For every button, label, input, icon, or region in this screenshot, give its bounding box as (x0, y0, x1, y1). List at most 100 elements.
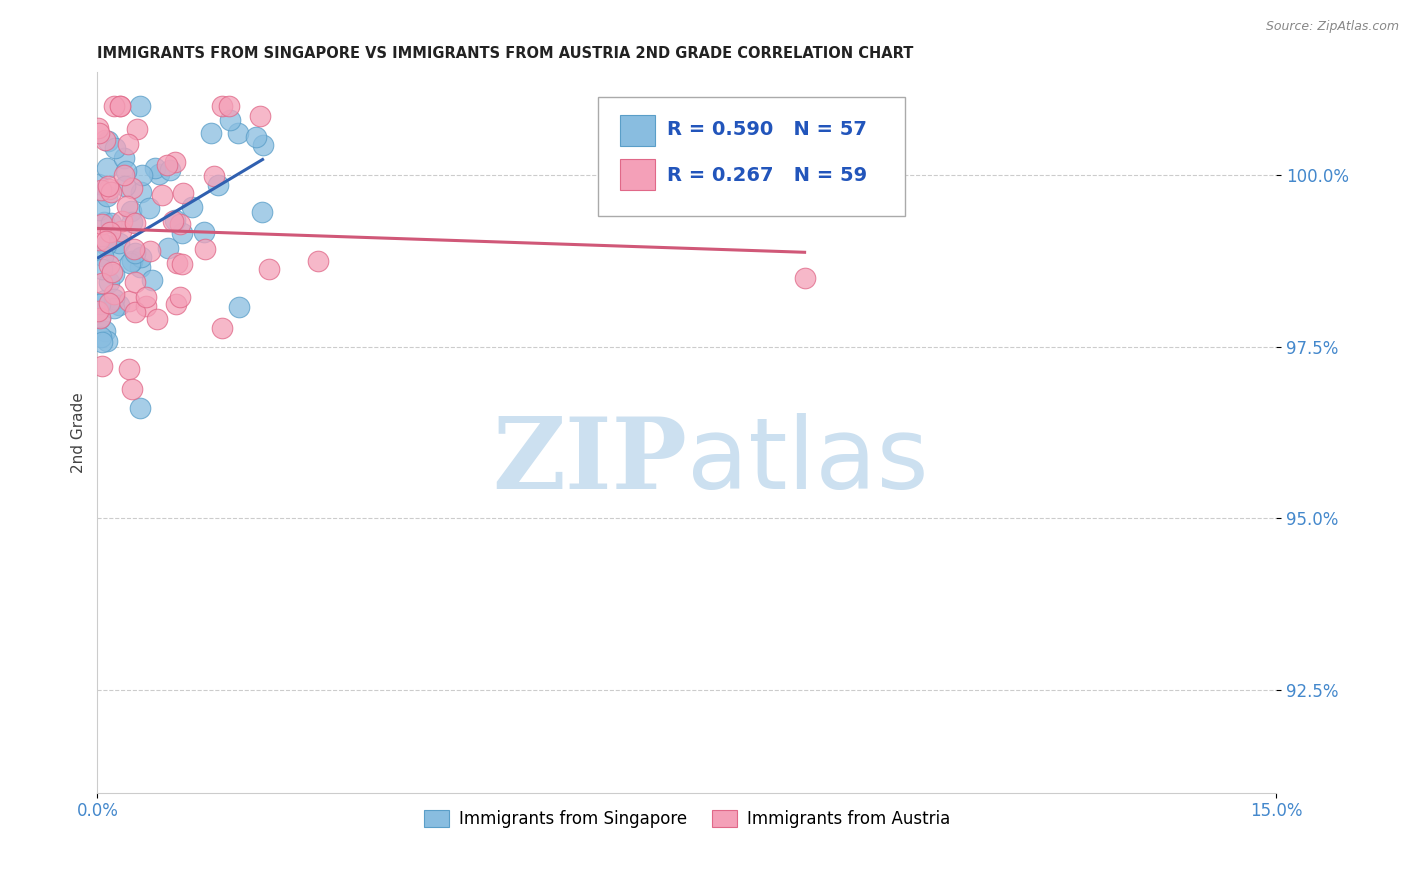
Point (228, 300, 250, 314)
Bar (620, 160, 655, 190)
Text: R = 0.590   N = 57: R = 0.590 N = 57 (666, 120, 866, 139)
FancyBboxPatch shape (599, 97, 905, 216)
Point (156, 241, 179, 255)
Point (112, 151, 135, 165)
Point (103, 287, 125, 301)
Point (112, 168, 135, 182)
Point (125, 121, 148, 136)
Point (141, 273, 163, 287)
Point (170, 226, 193, 240)
Text: IMMIGRANTS FROM SINGAPORE VS IMMIGRANTS FROM AUSTRIA 2ND GRADE CORRELATION CHART: IMMIGRANTS FROM SINGAPORE VS IMMIGRANTS … (97, 46, 914, 62)
Point (90, 183, 112, 197)
Point (200, 127, 222, 141)
Point (211, 99, 233, 113)
Point (250, 205, 273, 219)
Point (249, 109, 271, 123)
Point (218, 113, 240, 128)
Point (89, 311, 111, 326)
Point (159, 162, 181, 177)
Point (90, 262, 112, 277)
Point (252, 137, 274, 152)
Point (108, 99, 131, 113)
Point (91, 277, 114, 291)
Point (87, 203, 110, 218)
Point (259, 262, 281, 277)
Text: ZIP: ZIP (492, 413, 686, 509)
Point (98, 258, 121, 272)
Point (211, 320, 233, 334)
Point (124, 246, 146, 260)
Text: atlas: atlas (686, 413, 928, 509)
Point (169, 217, 191, 231)
Point (101, 265, 124, 279)
Point (97, 296, 120, 310)
Point (94, 293, 117, 307)
Point (115, 163, 138, 178)
Point (128, 99, 150, 113)
Point (103, 292, 125, 306)
Point (166, 256, 188, 270)
Point (108, 235, 131, 250)
Point (172, 186, 194, 200)
Point (96, 189, 118, 203)
Point (148, 167, 170, 181)
Point (103, 99, 125, 113)
Point (89, 310, 111, 325)
Point (193, 225, 215, 239)
Point (307, 253, 329, 268)
Point (194, 242, 217, 256)
Point (89, 297, 111, 311)
Point (98, 225, 121, 239)
Point (115, 199, 138, 213)
Point (202, 169, 225, 183)
Point (93, 215, 115, 229)
Point (87, 233, 110, 247)
Point (150, 187, 173, 202)
Point (110, 224, 132, 238)
Point (145, 161, 167, 175)
Point (121, 215, 143, 229)
Point (111, 214, 134, 228)
Point (218, 99, 240, 113)
Text: R = 0.267   N = 59: R = 0.267 N = 59 (666, 166, 868, 185)
Point (166, 296, 188, 310)
Point (103, 301, 125, 315)
Point (135, 290, 157, 304)
Point (93, 249, 115, 263)
Point (145, 312, 167, 326)
Point (89, 330, 111, 344)
Point (93, 133, 115, 147)
Point (245, 129, 267, 144)
Point (100, 216, 122, 230)
Point (97, 178, 120, 193)
Point (121, 181, 143, 195)
Point (97, 135, 120, 149)
Point (91, 359, 114, 373)
Point (97, 182, 120, 196)
Point (131, 251, 153, 265)
Point (117, 136, 139, 151)
Point (89, 127, 111, 141)
Point (118, 293, 141, 308)
Point (169, 290, 191, 304)
Point (131, 168, 153, 182)
Point (121, 382, 143, 396)
Point (181, 200, 204, 214)
Point (793, 271, 815, 285)
Point (135, 299, 157, 313)
Point (118, 256, 141, 270)
Point (103, 244, 125, 258)
Point (91, 217, 114, 231)
Point (96, 161, 118, 175)
Point (162, 213, 184, 227)
Point (139, 244, 162, 259)
Y-axis label: 2nd Grade: 2nd Grade (72, 392, 86, 473)
Point (100, 185, 122, 199)
Text: Source: ZipAtlas.com: Source: ZipAtlas.com (1265, 20, 1399, 33)
Point (96, 334, 118, 349)
Point (124, 275, 146, 289)
Point (129, 260, 152, 274)
Point (207, 178, 229, 193)
Legend: Immigrants from Singapore, Immigrants from Austria: Immigrants from Singapore, Immigrants fr… (416, 804, 956, 835)
Point (96, 238, 118, 252)
